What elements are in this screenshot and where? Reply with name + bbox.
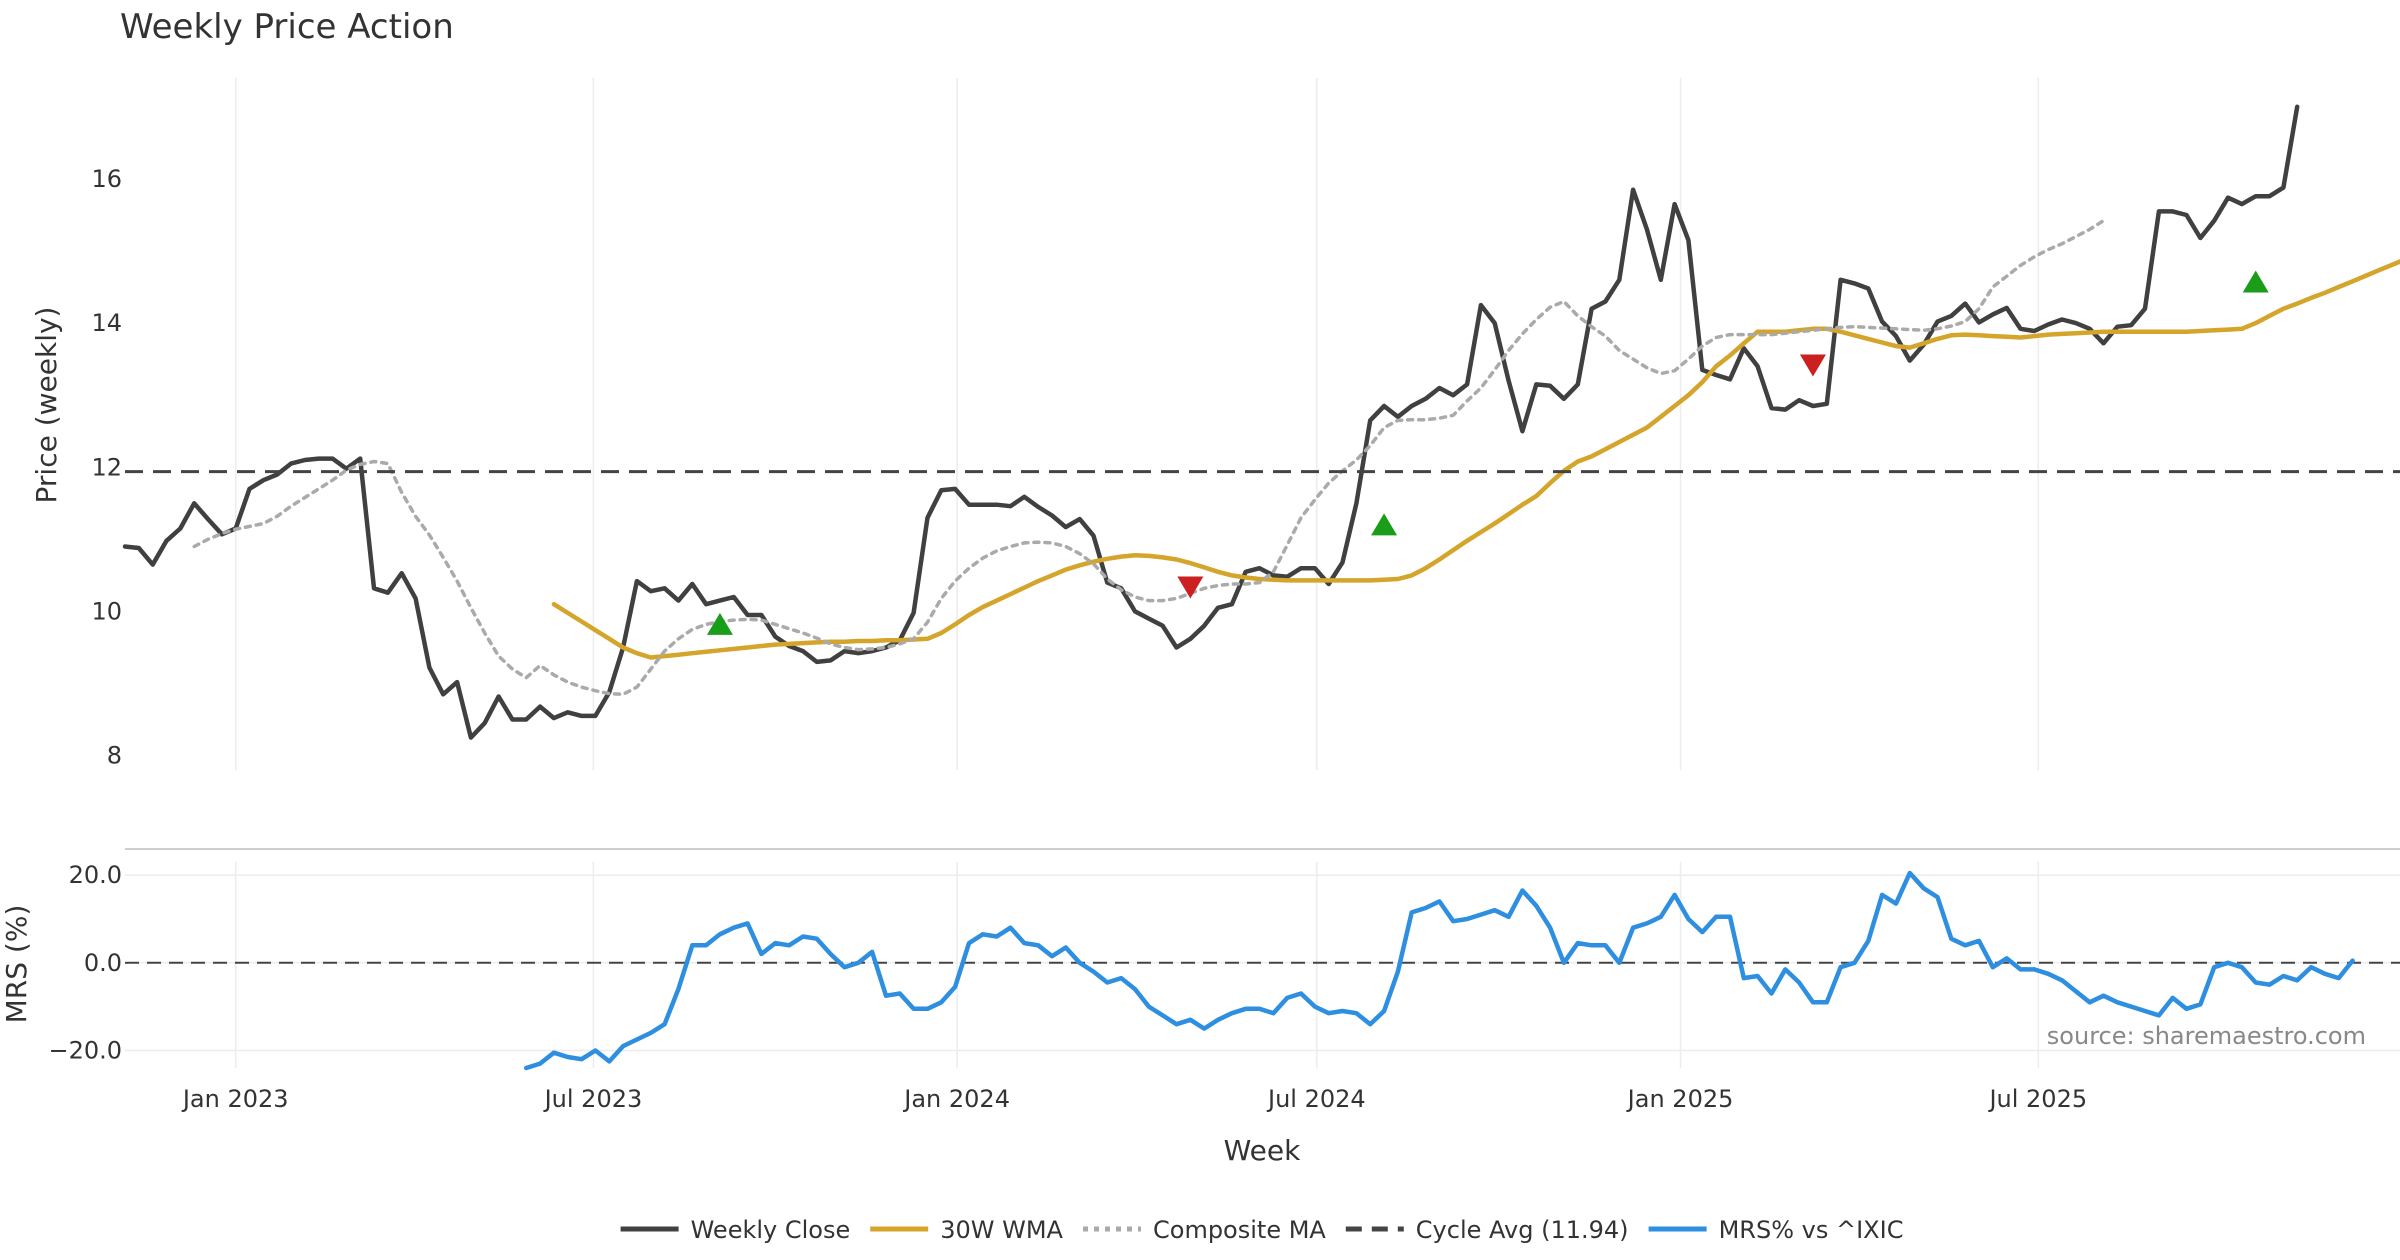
series-weekly-close [122, 104, 2300, 740]
legend-item: MRS% vs ^IXIC [1648, 1216, 1904, 1244]
y-tick-label: 12 [91, 453, 122, 481]
y-tick-label: −20.0 [48, 1036, 122, 1064]
mrs-panel-series [125, 870, 2400, 1071]
x-axis-title: Week [1224, 1134, 1301, 1167]
buy-signal-marker [1371, 513, 1398, 536]
legend-item: Weekly Close [620, 1216, 851, 1244]
mrs-axis-title: MRS (%) [0, 905, 33, 1024]
legend-item: 30W WMA [870, 1216, 1064, 1244]
x-tick-label: Jan 2025 [1626, 1085, 1734, 1113]
series-mrs-vs-ixic [523, 870, 2355, 1071]
price-panel-series [122, 104, 2400, 740]
signal-markers [706, 270, 2269, 635]
chart-legend: Weekly Close 30W WMA Composite MA Cycle Avg… [620, 1216, 1904, 1244]
x-tick-label: Jan 2023 [181, 1085, 289, 1113]
x-tick-label: Jul 2025 [1987, 1085, 2087, 1113]
legend-item: Cycle Avg (11.94) [1345, 1216, 1629, 1244]
series-composite-ma [192, 218, 2106, 697]
y-tick-label: 14 [91, 309, 122, 337]
price-panel-y-ticks: 8 10 12 14 16 [91, 165, 122, 770]
legend-label: Cycle Avg (11.94) [1416, 1216, 1629, 1244]
legend-item: Composite MA [1083, 1216, 1326, 1244]
price-axis-title: Price (weekly) [30, 307, 63, 504]
price-panel-grid [234, 78, 2040, 770]
sell-signal-marker [1799, 354, 1826, 377]
y-tick-label: 10 [91, 597, 122, 625]
x-tick-label: Jan 2024 [902, 1085, 1010, 1113]
y-tick-label: 20.0 [69, 861, 122, 889]
sell-signal-marker [1177, 576, 1204, 599]
legend-label: Composite MA [1153, 1216, 1326, 1244]
x-axis-ticks: Jan 2023 Jul 2023 Jan 2024 Jul 2024 Jan 2025… [181, 1085, 2087, 1113]
legend-label: 30W WMA [940, 1216, 1063, 1244]
x-tick-label: Jul 2024 [1266, 1085, 1366, 1113]
source-note: source: sharemaestro.com [2047, 1022, 2366, 1050]
legend-label: MRS% vs ^IXIC [1719, 1216, 1904, 1244]
chart-title: Weekly Price Action [120, 7, 454, 47]
y-tick-label: 8 [107, 742, 122, 770]
y-tick-label: 0.0 [84, 949, 122, 977]
buy-signal-marker [2242, 270, 2269, 293]
legend-label: Weekly Close [691, 1216, 851, 1244]
mrs-panel-y-ticks: −20.0 0.0 20.0 [48, 861, 122, 1064]
buy-signal-marker [706, 612, 733, 635]
y-tick-label: 16 [91, 165, 122, 193]
series-30w-wma [551, 259, 2400, 660]
x-tick-label: Jul 2023 [543, 1085, 643, 1113]
